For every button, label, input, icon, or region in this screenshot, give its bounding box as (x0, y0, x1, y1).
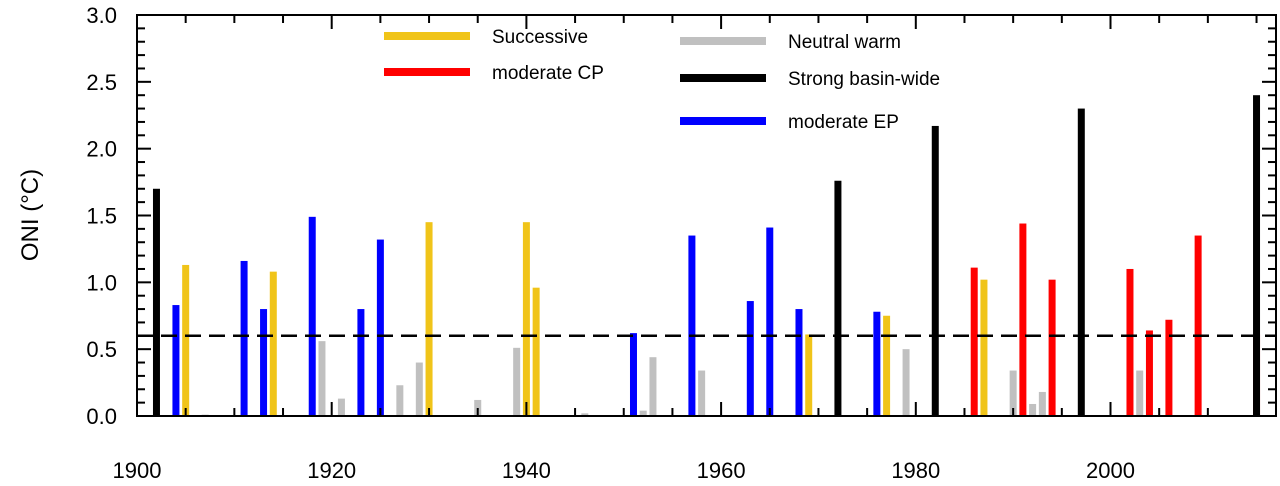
y-axis-title: ONI (°C) (17, 169, 44, 261)
bar-successive-1969 (805, 334, 813, 416)
bar-successive-1977 (883, 315, 891, 416)
legend-label-successive: Successive (492, 27, 588, 48)
bar-successive-1930 (425, 222, 433, 416)
legend-swatch-strong-basin-wide (680, 74, 766, 82)
legend-label-moderate-cp: moderate CP (492, 63, 604, 84)
bar-moderate-cp-1991 (1019, 223, 1027, 416)
bar-moderate-ep-1957 (688, 235, 696, 416)
bar-neutral-warm-1990 (1009, 370, 1017, 416)
bars-layer (152, 95, 1261, 417)
bar-moderate-ep-1918 (308, 216, 316, 416)
bar-strong-basin-wide-1972 (834, 180, 842, 416)
bar-strong-basin-wide-1982 (931, 125, 939, 417)
bar-neutral-warm-1953 (649, 357, 657, 416)
bar-moderate-ep-1904 (172, 305, 180, 416)
legend-label-neutral-warm: Neutral warm (788, 32, 901, 53)
bar-moderate-cp-2002 (1126, 268, 1134, 416)
bar-moderate-cp-2009 (1194, 235, 1202, 416)
x-tick-label: 1980 (891, 458, 940, 483)
bar-neutral-warm-1946 (581, 413, 589, 416)
x-tick-label: 1960 (697, 458, 746, 483)
bar-moderate-ep-1951 (629, 333, 637, 416)
legend-swatch-neutral-warm (680, 37, 766, 45)
bar-neutral-warm-1958 (698, 370, 706, 416)
y-tick-label: 2.0 (86, 137, 117, 162)
bar-moderate-cp-2004 (1145, 330, 1153, 416)
bar-successive-1941 (532, 287, 540, 416)
bar-moderate-ep-1976 (873, 311, 881, 416)
bar-successive-1940 (522, 222, 530, 416)
x-tick-label: 1900 (113, 458, 162, 483)
y-tick-label: 3.0 (86, 3, 117, 28)
bar-neutral-warm-1929 (415, 362, 423, 416)
y-tick-label: 0.5 (86, 337, 117, 362)
y-tick-labels: 0.0 0.5 1.0 1.5 2.0 2.5 3.0 (86, 3, 117, 429)
bar-moderate-ep-1968 (795, 309, 803, 416)
x-tick-label: 2000 (1086, 458, 1135, 483)
legend-label-strong-basin-wide: Strong basin-wide (788, 69, 940, 90)
bar-moderate-ep-1925 (376, 239, 384, 416)
bar-neutral-warm-1979 (902, 349, 910, 416)
bar-strong-basin-wide-1902 (152, 188, 160, 416)
bar-strong-basin-wide-1997 (1077, 108, 1085, 417)
bar-moderate-ep-1913 (260, 309, 268, 416)
bar-moderate-ep-1923 (357, 309, 365, 416)
bar-moderate-cp-1994 (1048, 279, 1056, 416)
bar-moderate-cp-2006 (1165, 319, 1173, 416)
bar-successive-1987 (980, 279, 988, 416)
bar-neutral-warm-1952 (639, 410, 647, 416)
bar-neutral-warm-1992 (1029, 403, 1037, 416)
bar-moderate-cp-1986 (970, 267, 978, 416)
bar-strong-basin-wide-2015 (1253, 95, 1261, 416)
bar-successive-1914 (269, 271, 277, 416)
y-tick-label: 1.5 (86, 204, 117, 229)
axis-ticks (136, 14, 1276, 417)
bar-moderate-ep-1911 (240, 260, 248, 416)
bar-neutral-warm-1927 (396, 385, 404, 416)
legend-label-moderate-ep: moderate EP (788, 112, 899, 133)
y-tick-label: 2.5 (86, 70, 117, 95)
bar-neutral-warm-2003 (1136, 370, 1144, 416)
bar-neutral-warm-1919 (318, 341, 326, 416)
x-tick-label: 1920 (307, 458, 356, 483)
bar-neutral-warm-1993 (1038, 391, 1046, 416)
y-tick-label: 1.0 (86, 270, 117, 295)
legend-swatch-moderate-cp (384, 68, 470, 76)
bar-neutral-warm-1939 (513, 347, 521, 416)
x-tick-labels: 1900 1920 1940 1960 1980 2000 (113, 458, 1135, 483)
bar-moderate-ep-1963 (746, 301, 754, 416)
bar-neutral-warm-1921 (337, 398, 345, 416)
legend: Successive moderate CP Neutral warm Strong … (384, 27, 940, 133)
bar-moderate-ep-1965 (766, 227, 774, 416)
y-tick-label: 0.0 (86, 404, 117, 429)
x-tick-label: 1940 (502, 458, 551, 483)
bar-successive-1905 (182, 264, 190, 416)
legend-swatch-moderate-ep (680, 117, 766, 125)
legend-swatch-successive (384, 32, 470, 40)
bar-neutral-warm-1935 (474, 399, 482, 416)
